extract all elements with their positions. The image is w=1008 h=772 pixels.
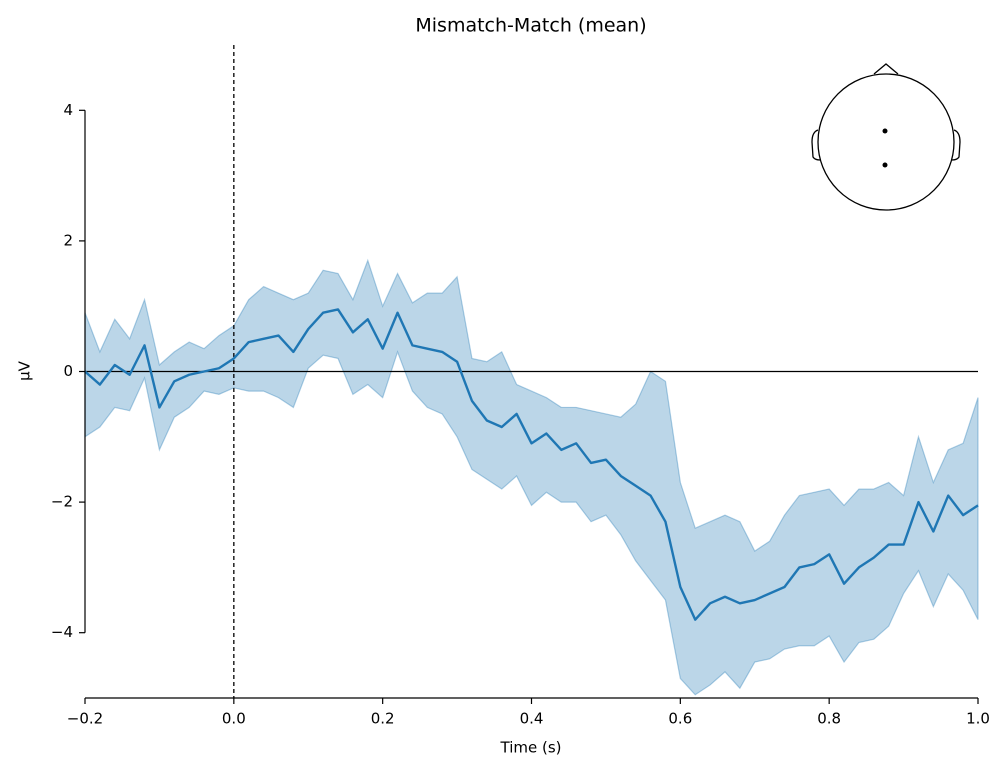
- x-tick-label: 0.6: [668, 710, 692, 728]
- chart-title: Mismatch-Match (mean): [415, 15, 646, 37]
- mean-line: [84, 308, 979, 621]
- sensor: [882, 128, 888, 134]
- x-tick-label: 0.8: [817, 710, 841, 728]
- y-tick-label: 4: [63, 101, 73, 119]
- head-outline: [817, 73, 955, 211]
- x-tick-label: −0.2: [67, 710, 103, 728]
- head-inset: [811, 63, 961, 211]
- x-tick-label: 0.4: [520, 710, 544, 728]
- x-tick-label: 1.0: [966, 710, 990, 728]
- sensor: [882, 162, 888, 168]
- x-tick-label: 0.0: [222, 710, 246, 728]
- right-ear: [951, 129, 961, 161]
- y-tick-label: −2: [51, 493, 73, 511]
- left-ear: [811, 129, 821, 161]
- y-axis-label: µV: [16, 360, 34, 381]
- nose: [873, 63, 899, 75]
- y-tick-label: 2: [63, 231, 73, 249]
- x-axis-label: Time (s): [500, 739, 562, 757]
- confidence-band: [84, 258, 979, 696]
- y-tick-label: 0: [63, 362, 73, 380]
- x-tick-label: 0.2: [371, 710, 395, 728]
- y-tick-label: −4: [51, 623, 73, 641]
